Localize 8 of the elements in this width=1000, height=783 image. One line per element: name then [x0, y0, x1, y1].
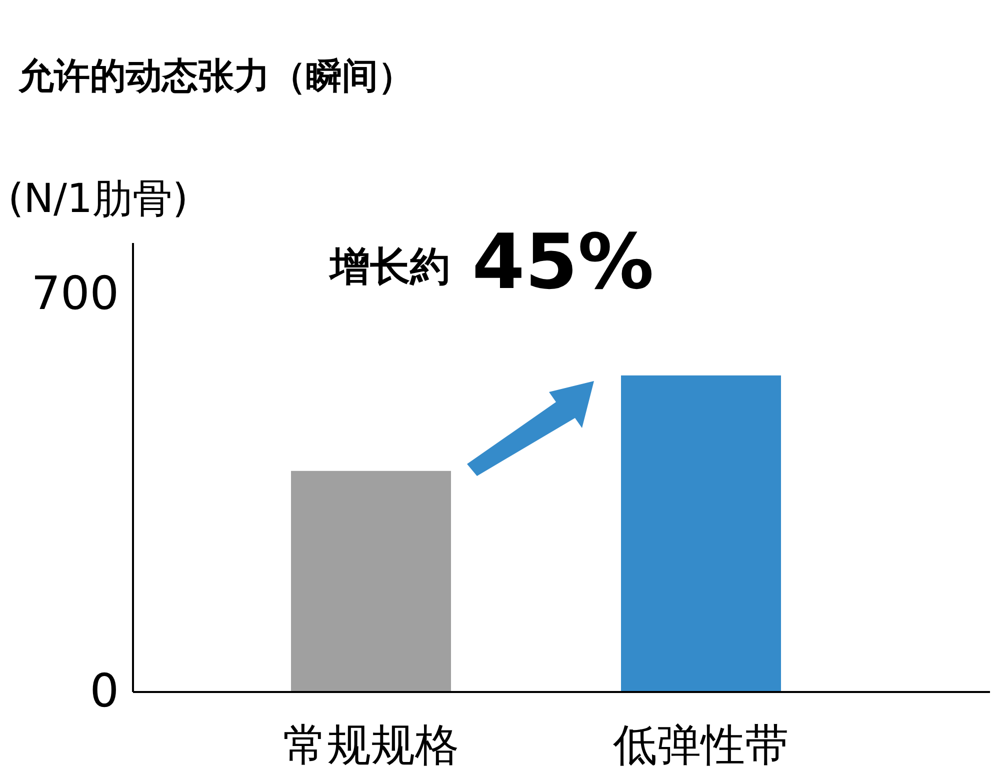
- y-tick-label: 700: [31, 266, 119, 320]
- y-axis-title: (N/1肋骨): [8, 176, 188, 222]
- chart-title: 允许的动态张力（瞬间）: [18, 56, 414, 97]
- annotation: 增长約: [328, 244, 450, 290]
- x-tick-label: 低弹性带: [613, 720, 789, 771]
- annotation: 45%: [472, 217, 654, 306]
- x-tick-label: 常规规格: [283, 720, 459, 771]
- y-tick-label: 0: [90, 664, 119, 718]
